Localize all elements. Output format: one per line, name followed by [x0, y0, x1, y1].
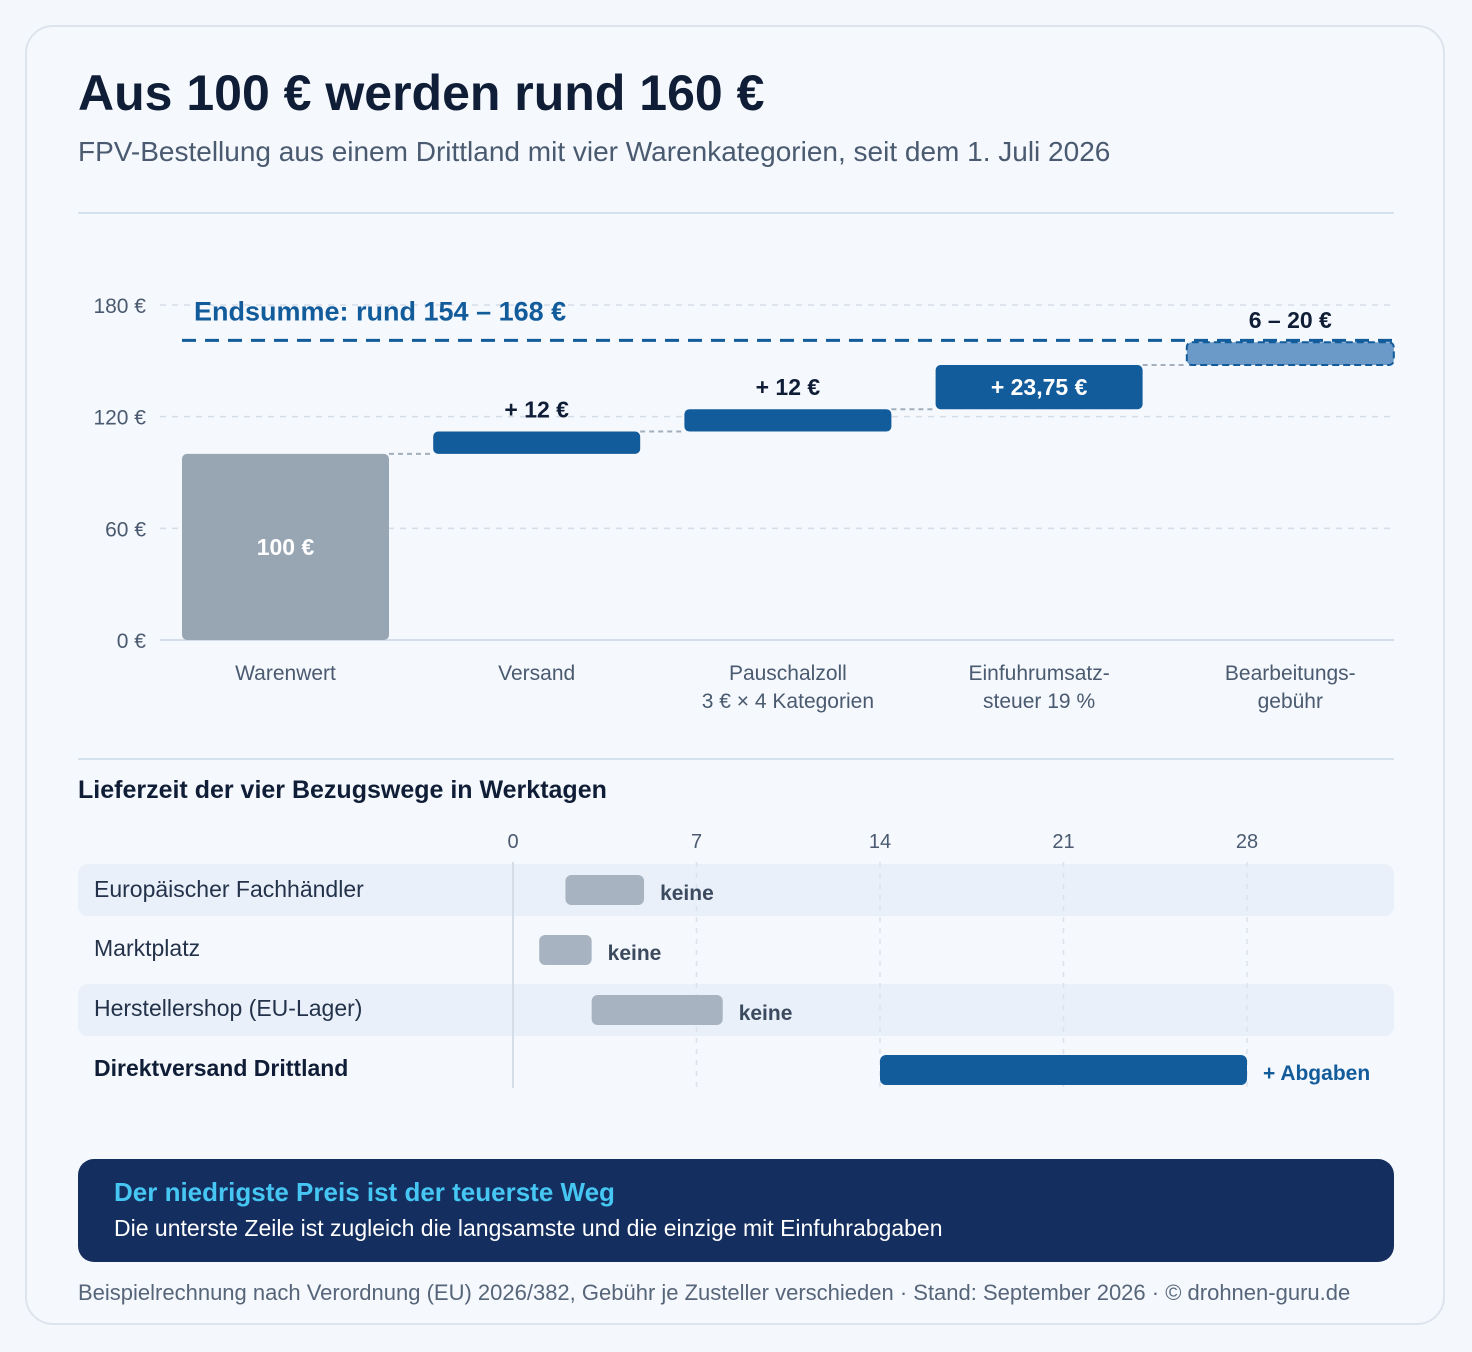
- y-tick-label: 0 €: [117, 630, 147, 653]
- x-category-label: Warenwert: [235, 662, 336, 685]
- row-label-herstellershop: Herstellershop (EU-Lager): [94, 995, 363, 1021]
- x-category-label: steuer 19 %: [983, 690, 1095, 713]
- divider-middle: [78, 758, 1394, 760]
- x-category-label: Pauschalzoll: [729, 662, 847, 685]
- waterfall-bar: [935, 365, 1143, 410]
- page-subtitle: FPV-Bestellung aus einem Drittland mit v…: [78, 136, 1111, 167]
- y-tick-label: 60 €: [105, 518, 146, 541]
- y-tick-label: 120 €: [93, 407, 146, 430]
- row-label-fachhaendler: Europäischer Fachhändler: [94, 876, 364, 902]
- bar-value-label: 100 €: [257, 534, 315, 560]
- footer-source: Beispielrechnung nach Verordnung (EU) 20…: [78, 1280, 1351, 1305]
- row-background-3: [78, 984, 1394, 1036]
- x-category-label: 3 € × 4 Kategorien: [702, 690, 874, 713]
- waterfall-chart: 0 € 60 € 120 € 180 € Endsumme: rund 154 – 16…: [93, 295, 1395, 713]
- y-tick-label: 180 €: [93, 295, 146, 318]
- callout-text: Die unterste Zeile ist zugleich die lang…: [114, 1215, 943, 1241]
- bar-value-label: 6 – 20 €: [1249, 307, 1332, 333]
- waterfall-bar: [433, 431, 641, 454]
- page-title: Aus 100 € werden rund 160 €: [78, 65, 765, 121]
- bar-value-label: + 23,75 €: [991, 374, 1088, 400]
- divider-top: [78, 212, 1394, 214]
- row-label-marktplatz: Marktplatz: [94, 935, 201, 961]
- delivery-section-title: Lieferzeit der vier Bezugswege in Werkta…: [78, 776, 607, 804]
- waterfall-bar: [1185, 341, 1395, 367]
- infographic-card: [25, 25, 1445, 1325]
- waterfall-bar: [684, 409, 892, 432]
- x-category-label: Bearbeitungs-: [1225, 662, 1356, 685]
- x-category-label: Versand: [498, 662, 575, 685]
- row-label-drittland: Direktversand Drittland: [94, 1055, 349, 1081]
- x-category-label: Einfuhrumsatz-: [968, 662, 1109, 685]
- row-background-1: [78, 864, 1394, 916]
- total-label: Endsumme: rund 154 – 168 €: [194, 296, 566, 326]
- bar-value-label: + 12 €: [504, 397, 569, 423]
- x-category-label: gebühr: [1258, 690, 1323, 713]
- bar-value-label: + 12 €: [756, 374, 821, 400]
- callout-title: Der niedrigste Preis ist der teuerste We…: [114, 1177, 615, 1207]
- waterfall-bar: [182, 453, 389, 640]
- callout-box: Der niedrigste Preis ist der teuerste We…: [78, 1159, 1394, 1262]
